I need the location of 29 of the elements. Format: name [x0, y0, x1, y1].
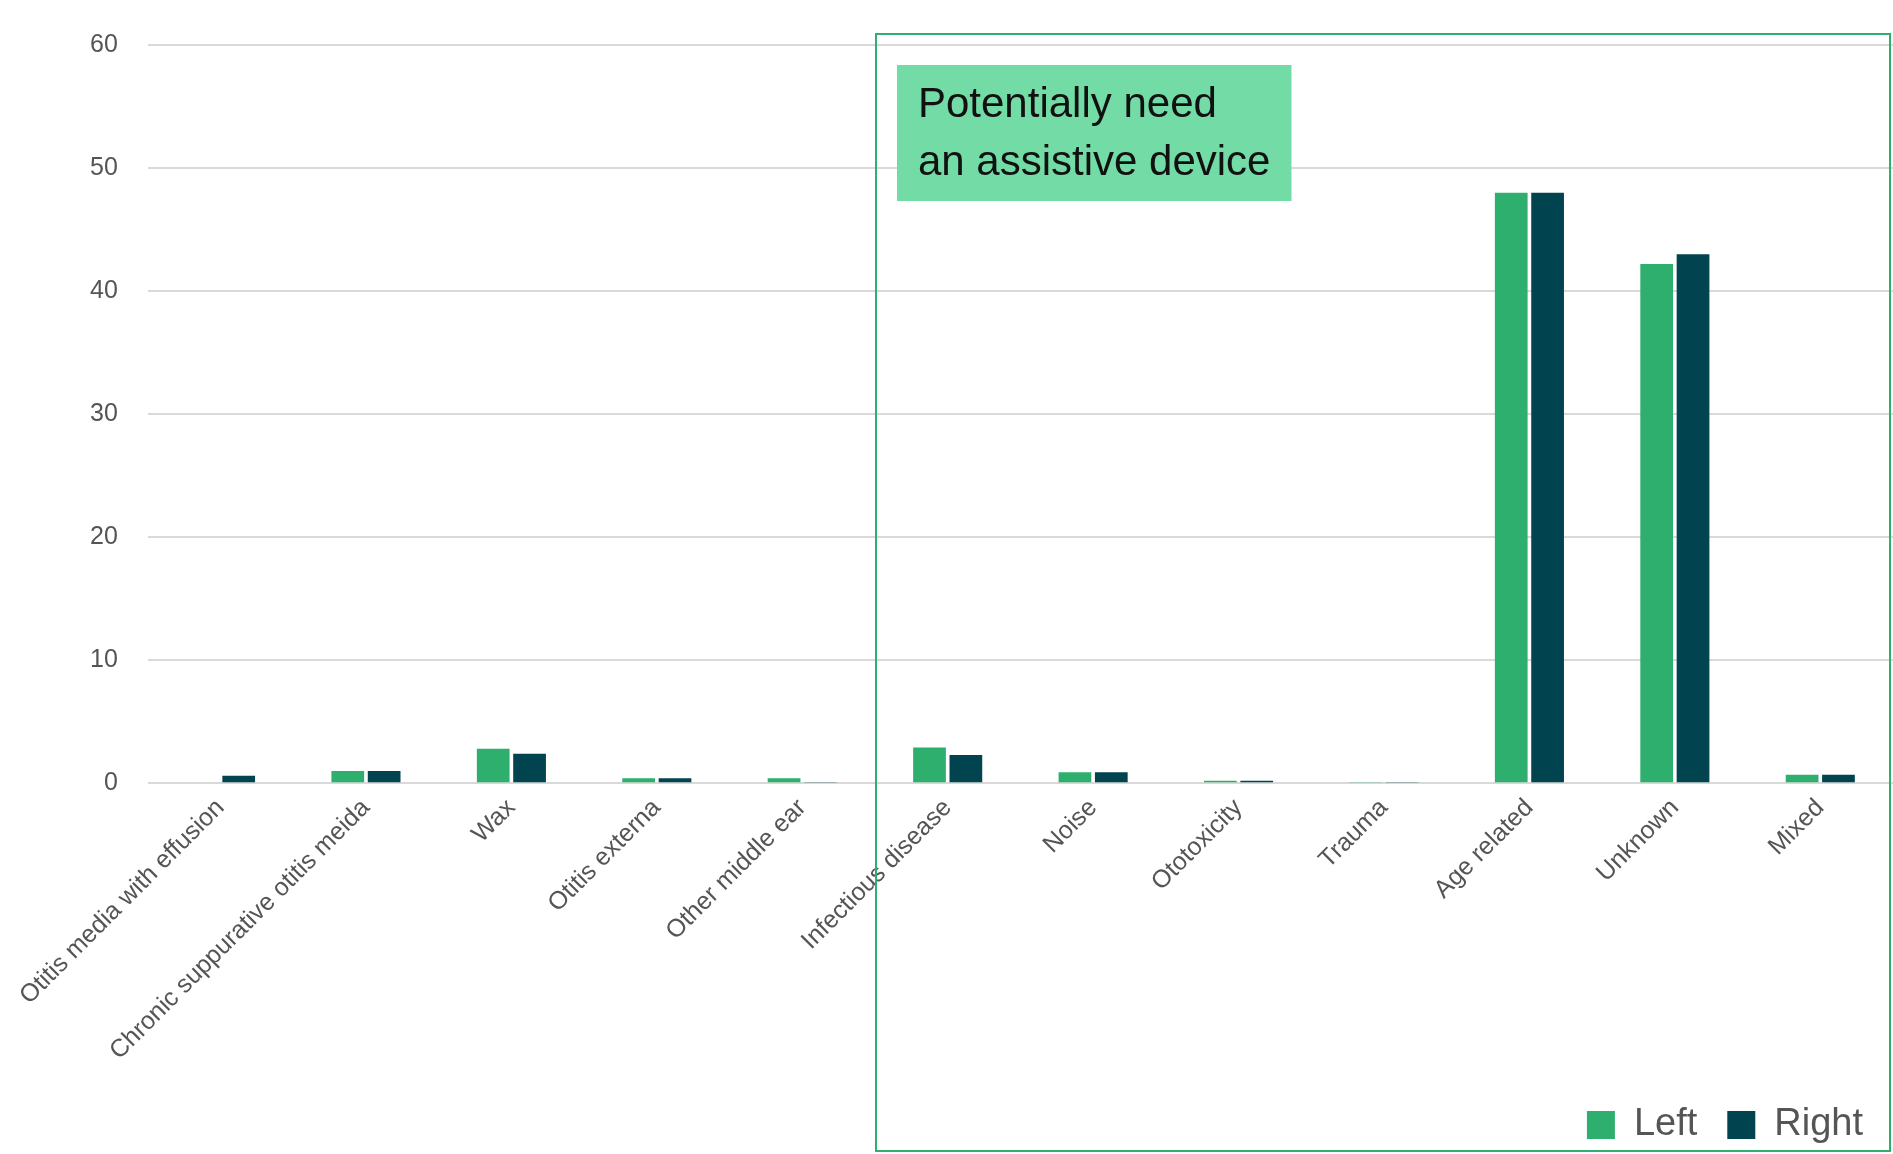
y-tick-label: 10	[90, 644, 118, 673]
bar	[1640, 264, 1674, 783]
bar	[1531, 192, 1564, 783]
legend-label: Left	[1633, 1101, 1698, 1144]
bar	[658, 778, 692, 783]
bar	[331, 770, 365, 783]
y-tick-label: 0	[103, 767, 118, 796]
bar	[949, 754, 983, 783]
bar	[476, 748, 510, 783]
bar	[222, 775, 256, 783]
y-tick-label: 50	[90, 151, 118, 180]
bar	[622, 778, 655, 783]
y-tick-label: 20	[90, 521, 118, 550]
bar	[367, 770, 401, 783]
bar	[1058, 772, 1092, 783]
bar	[513, 753, 546, 783]
bar	[1822, 774, 1855, 783]
bar	[1094, 772, 1128, 783]
bar	[913, 747, 946, 783]
y-tick-label: 40	[90, 274, 118, 303]
bar	[1676, 254, 1710, 783]
x-tick-label: Wax	[465, 792, 521, 847]
bar	[767, 778, 801, 783]
bar	[1785, 774, 1819, 783]
legend-label: Right	[1774, 1101, 1864, 1144]
y-tick-label: 60	[90, 28, 118, 57]
y-tick-label: 30	[90, 398, 118, 427]
annotation: Potentially need an assistive device	[917, 78, 1271, 184]
bar	[1494, 192, 1528, 783]
